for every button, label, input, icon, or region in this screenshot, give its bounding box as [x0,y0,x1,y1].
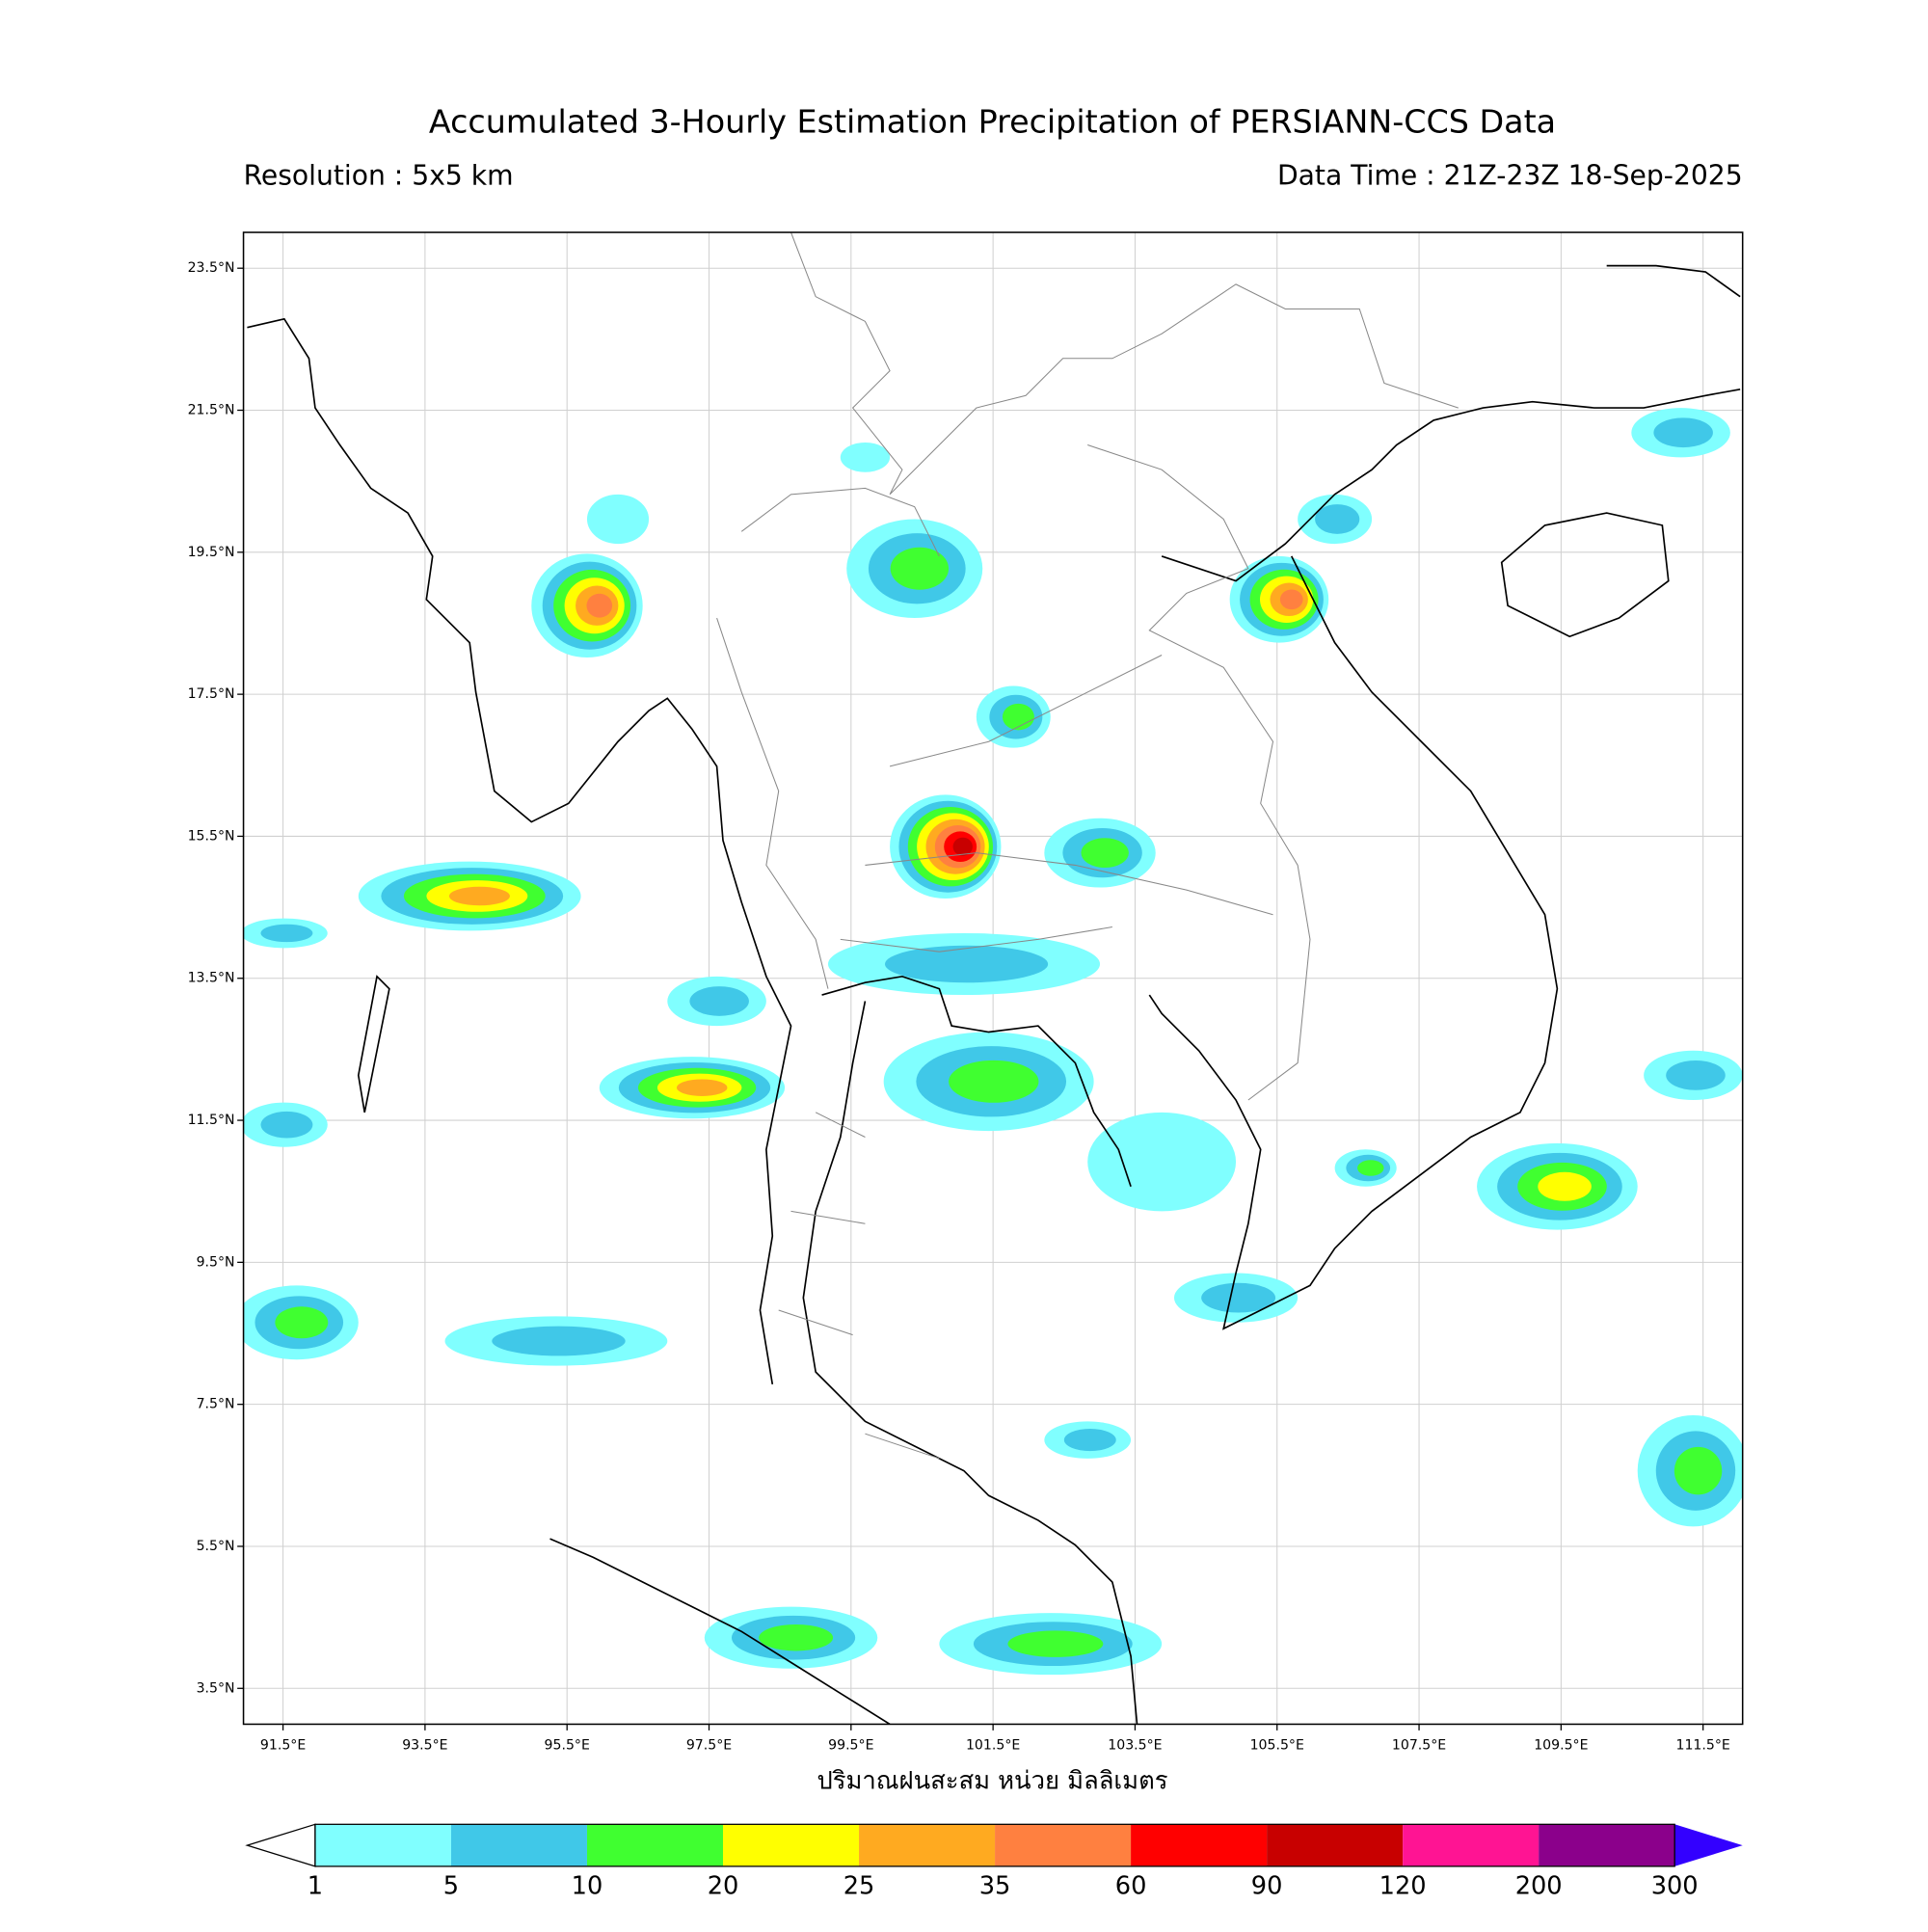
borders [716,232,1459,1460]
rain-area [492,1326,626,1356]
colorbar-cell [1539,1824,1675,1866]
colorbar-cell [723,1824,860,1866]
rain-area [1357,1160,1384,1176]
lon-tick-label: 105.5°E [1250,1737,1304,1753]
lat-tick-label: 23.5°N [188,260,235,276]
colorbar-label: 5 [443,1872,459,1901]
colorbar-over [1674,1824,1743,1866]
lon-tick-label: 109.5°E [1534,1737,1588,1753]
colorbar-cell [1131,1824,1268,1866]
map: 23.5°N 21.5°N 19.5°N 17.5°N 15.5°N 13.5°N 11.5… [188,231,1744,1753]
rain-area [586,494,650,545]
rain-area [1666,1060,1726,1090]
rain-area [1315,504,1360,534]
rain-area [759,1623,834,1651]
rain-area [949,1060,1039,1103]
rain-area [952,837,973,856]
coastline [549,1538,891,1725]
lat-tick-label: 3.5°N [197,1680,235,1696]
rainfall-field [243,408,1743,1676]
lon-tick-label: 103.5°E [1108,1737,1162,1753]
rain-area [689,986,749,1016]
colorbar-label: 90 [1251,1872,1283,1901]
coastline [247,317,792,1385]
rain-area [1653,417,1713,448]
coastline [802,1001,1138,1725]
lon-tick-label: 97.5°E [686,1737,732,1753]
lat-tick-label: 15.5°N [188,828,235,844]
colorbar-cell [586,1824,723,1866]
lat-tick-label: 7.5°N [197,1397,235,1412]
rain-area [260,924,313,943]
coastline [821,975,1132,1188]
colorbar-frame [314,1823,1675,1867]
lon-tick-label: 111.5°E [1676,1737,1730,1753]
title: Accumulated 3-Hourly Estimation Precipit… [429,103,1556,141]
coastline [1161,389,1741,582]
rain-area [1538,1171,1592,1201]
lon-tick-label: 99.5°E [828,1737,873,1753]
rain-area [1002,703,1034,731]
colorbar-cell [450,1824,587,1866]
coastlines [247,264,1741,1725]
resolution: Resolution : 5x5 km [244,159,514,191]
rain-area [1279,589,1303,610]
rain-area [1081,838,1129,868]
lat-tick-label: 21.5°N [188,403,235,418]
lon-tick-label: 101.5°E [966,1737,1020,1753]
rain-area [1007,1630,1104,1657]
data-time: Data Time : 21Z-23Z 18-Sep-2025 [1277,159,1743,191]
rain-area [586,593,613,618]
rain-area [676,1079,728,1096]
coastline [1500,512,1670,638]
border [778,655,1273,1460]
coastline [1606,264,1741,298]
colorbar-cell [1267,1824,1404,1866]
border [716,232,1459,1101]
colorbar-label: 25 [844,1872,875,1901]
lon-tick-label: 95.5°E [545,1737,590,1753]
colorbar-cell [1403,1824,1540,1866]
colorbar: 1 5 10 20 25 35 60 90 120 200 300 [245,1823,1743,1901]
rain-area [1674,1446,1723,1495]
lon-tick-label: 93.5°E [402,1737,447,1753]
lon-tick-label: 91.5°E [260,1737,306,1753]
colorbar-label: 60 [1115,1872,1147,1901]
colorbar-cell [314,1824,451,1866]
colorbar-label: 20 [708,1872,739,1901]
coastline [1148,555,1559,1330]
rain-area [840,442,891,472]
rain-area [1063,1429,1116,1452]
coastline [357,975,390,1114]
colorbar-cell [859,1824,996,1866]
lat-tick-label: 13.5°N [188,971,235,986]
colorbar-label: 120 [1379,1872,1427,1901]
rain-area [260,1111,313,1139]
rain-area [448,886,510,906]
colorbar-label: 35 [979,1872,1011,1901]
lon-tick-label: 107.5°E [1392,1737,1446,1753]
colorbar-label: 200 [1515,1872,1563,1901]
rain-area [884,945,1049,983]
colorbar-label: 10 [572,1872,603,1901]
colorbar-label: 300 [1651,1872,1699,1901]
ticks: 23.5°N 21.5°N 19.5°N 17.5°N 15.5°N 13.5°N 11.5… [188,260,1730,1753]
lat-tick-label: 11.5°N [188,1113,235,1128]
lat-tick-label: 5.5°N [197,1539,235,1554]
rain-area [275,1306,329,1339]
lat-tick-label: 9.5°N [197,1254,235,1270]
rain-area [1201,1282,1276,1313]
x-axis-label: ปริมาณฝนสะสม หน่วย มิลลิเมตร [817,1767,1167,1796]
lat-tick-label: 19.5°N [188,545,235,560]
colorbar-cell [995,1824,1132,1866]
rain-area [1087,1112,1237,1212]
rain-area [890,547,950,590]
lat-tick-label: 17.5°N [188,686,235,702]
colorbar-label: 1 [308,1872,323,1901]
